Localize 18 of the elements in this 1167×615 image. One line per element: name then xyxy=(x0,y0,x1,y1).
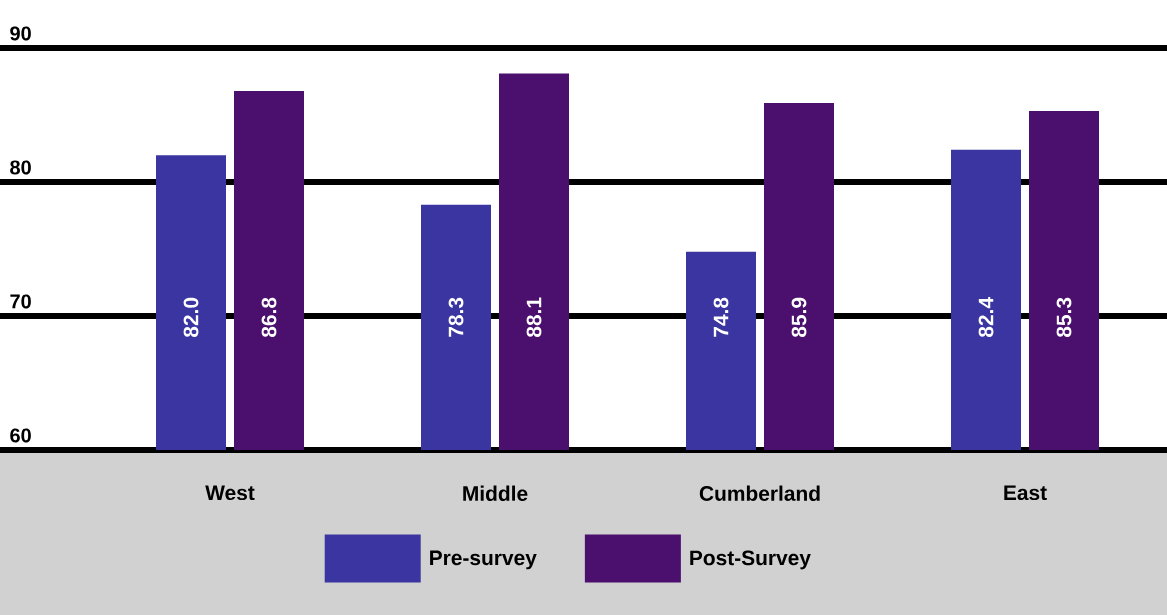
data-label: 82.0 xyxy=(183,297,199,338)
data-label: 82.4 xyxy=(978,297,994,338)
data-label: 86.8 xyxy=(261,297,277,338)
data-label: 85.3 xyxy=(1056,297,1072,338)
data-label: 74.8 xyxy=(713,297,729,337)
x-tick-label: Middle xyxy=(463,485,528,501)
legend-label: Post-Survey xyxy=(690,550,811,570)
y-tick-label: 80 xyxy=(10,160,31,175)
y-tick-label: 60 xyxy=(10,428,31,443)
x-tick-label: West xyxy=(205,485,255,501)
x-tick-label: East xyxy=(1004,485,1047,501)
x-tick-label: Cumberland xyxy=(699,485,820,501)
data-label: 78.3 xyxy=(448,297,464,337)
legend-label: Pre-survey xyxy=(430,550,537,570)
y-tick-label: 90 xyxy=(10,26,31,41)
y-tick-label: 70 xyxy=(10,294,31,309)
data-label: 88.1 xyxy=(526,297,542,338)
data-label: 85.9 xyxy=(791,297,807,338)
